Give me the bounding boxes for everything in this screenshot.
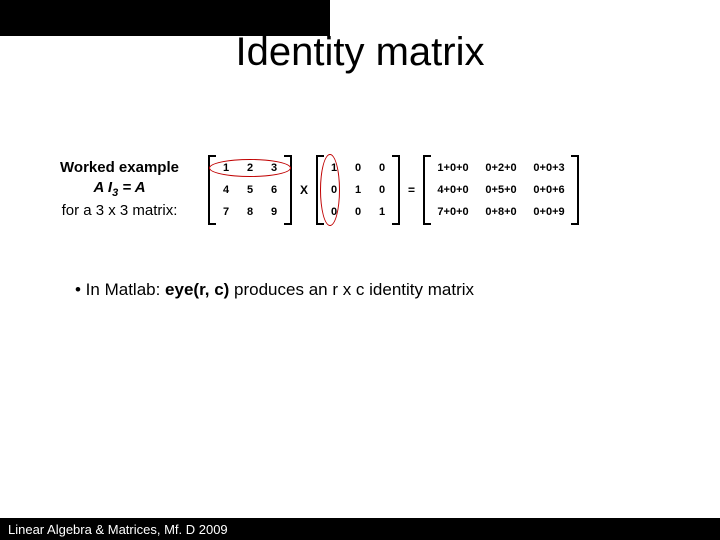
cell: 0+8+0 <box>477 201 525 223</box>
bracket-right <box>571 155 579 225</box>
bullet-prefix: • In Matlab: <box>75 280 165 299</box>
bracket-left <box>316 155 324 225</box>
bullet-suffix: produces an r x c identity matrix <box>229 280 474 299</box>
cell: 0 <box>346 201 370 223</box>
equals-operator: = <box>408 183 415 197</box>
cell: 4 <box>214 179 238 201</box>
cell: 1+0+0 <box>429 157 477 179</box>
times-operator: X <box>300 183 308 197</box>
cell: 9 <box>262 201 286 223</box>
cell: 7 <box>214 201 238 223</box>
example-line2-suffix: = A <box>118 179 145 196</box>
cell: 0 <box>346 157 370 179</box>
cell: 2 <box>238 157 262 179</box>
matrix-result: 1+0+0 0+2+0 0+0+3 4+0+0 0+5+0 0+0+6 7+0+… <box>425 157 577 223</box>
cell: 5 <box>238 179 262 201</box>
cell: 0 <box>370 179 394 201</box>
cell: 1 <box>322 157 346 179</box>
cell: 0 <box>370 157 394 179</box>
cell: 1 <box>214 157 238 179</box>
cell: 0+5+0 <box>477 179 525 201</box>
cell: 6 <box>262 179 286 201</box>
worked-example-label: Worked example A I3 = A for a 3 x 3 matr… <box>42 158 197 221</box>
cell: 0+0+9 <box>525 201 573 223</box>
equation-row: 1 2 3 4 5 6 7 8 9 X 1 0 0 0 1 0 0 0 1 = … <box>210 157 577 223</box>
cell: 8 <box>238 201 262 223</box>
cell: 3 <box>262 157 286 179</box>
example-line1: Worked example <box>60 159 179 176</box>
cell: 4+0+0 <box>429 179 477 201</box>
cell: 1 <box>346 179 370 201</box>
bracket-right <box>284 155 292 225</box>
cell: 0+0+3 <box>525 157 573 179</box>
cell: 0 <box>322 179 346 201</box>
bracket-left <box>423 155 431 225</box>
cell: 0 <box>322 201 346 223</box>
matrix-i: 1 0 0 0 1 0 0 0 1 <box>318 157 398 223</box>
cell: 1 <box>370 201 394 223</box>
bracket-right <box>392 155 400 225</box>
example-line3: for a 3 x 3 matrix: <box>62 202 178 219</box>
cell: 0+0+6 <box>525 179 573 201</box>
footer-text: Linear Algebra & Matrices, Mf. D 2009 <box>8 522 228 537</box>
cell: 7+0+0 <box>429 201 477 223</box>
bullet-bold: eye(r, c) <box>165 280 229 299</box>
matlab-note: • In Matlab: eye(r, c) produces an r x c… <box>75 280 474 300</box>
cell: 0+2+0 <box>477 157 525 179</box>
bracket-left <box>208 155 216 225</box>
example-line2-prefix: A I <box>93 179 112 196</box>
matrix-a: 1 2 3 4 5 6 7 8 9 <box>210 157 290 223</box>
page-title: Identity matrix <box>0 30 720 75</box>
